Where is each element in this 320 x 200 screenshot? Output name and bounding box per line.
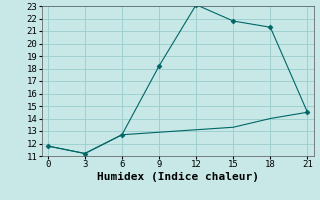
X-axis label: Humidex (Indice chaleur): Humidex (Indice chaleur) xyxy=(97,172,259,182)
